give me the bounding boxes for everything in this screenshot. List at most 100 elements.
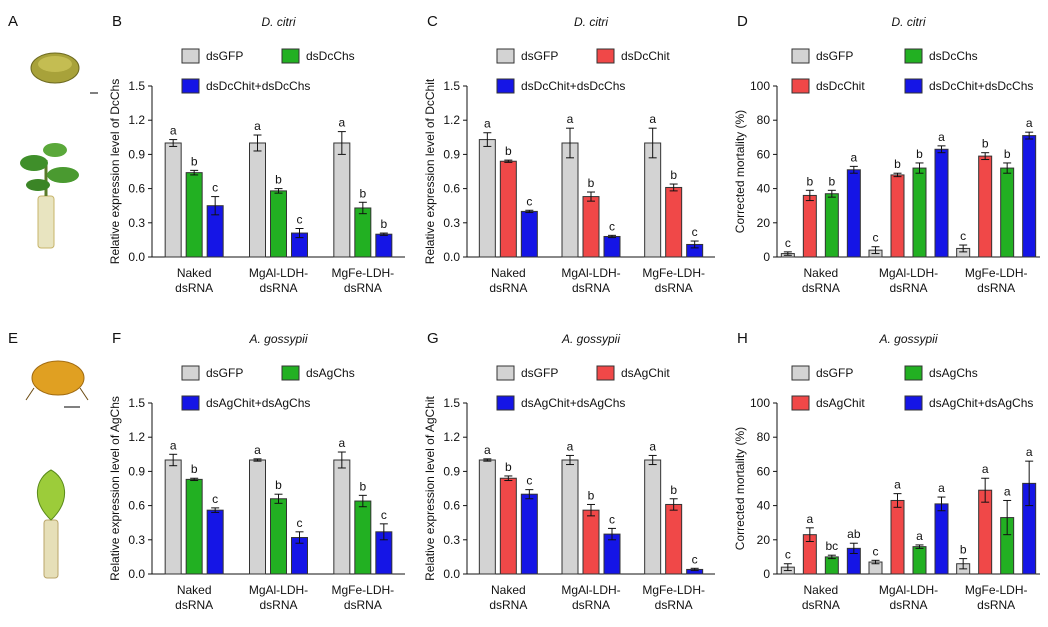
x-tick-label-line: MgAl-LDH- (249, 583, 308, 597)
error-bar (587, 503, 595, 517)
legend-label: dsGFP (521, 366, 558, 380)
bar (499, 160, 517, 258)
legend-label: dsAgChs (306, 366, 355, 380)
legend-swatch (596, 365, 615, 381)
x-tick-label: Naked dsRNA (802, 583, 840, 612)
legend-label: dsAgChit (816, 396, 865, 410)
panel-label: D (737, 13, 748, 30)
significance-letter: a (916, 529, 923, 543)
bar (185, 478, 203, 575)
error-bar (295, 531, 304, 544)
y-tick-label: 0 (763, 567, 770, 581)
bar (354, 207, 372, 258)
legend-label: dsGFP (816, 49, 853, 63)
bar (164, 142, 182, 258)
aphid-image (25, 360, 89, 408)
legend-swatch (281, 365, 300, 381)
legend-swatch (496, 365, 515, 381)
x-tick-label-line: MgAl-LDH- (561, 266, 620, 280)
error-bar (253, 458, 262, 462)
y-tick-label: 0.0 (128, 567, 145, 581)
significance-letter: c (381, 508, 387, 522)
bar (478, 459, 496, 575)
significance-letter: bc (825, 539, 838, 553)
panel-label: C (427, 13, 438, 30)
x-tick-label-line: dsRNA (977, 281, 1015, 295)
significance-letter: a (484, 117, 491, 131)
x-tick-label: MgAl-LDH-dsRNA (879, 583, 938, 612)
error-bar (669, 498, 678, 511)
x-tick-label-line: dsRNA (655, 281, 693, 295)
significance-letter: a (567, 112, 574, 126)
y-tick-label: 1.2 (128, 430, 145, 444)
bar (520, 210, 538, 258)
bar (354, 500, 372, 575)
bar (478, 139, 496, 258)
bar (520, 493, 538, 575)
legend-swatch (791, 395, 810, 411)
x-tick-label-line: MgFe-LDH- (642, 583, 705, 597)
bar (934, 503, 949, 575)
legend-label: dsAgChs (929, 366, 978, 380)
bar (912, 167, 927, 258)
bar (582, 509, 600, 575)
error-bar (915, 544, 924, 549)
x-tick-label-line: dsRNA (259, 281, 297, 295)
legend-label: dsDcChit+dsDcChs (206, 79, 310, 93)
error-bar (648, 454, 657, 466)
error-bar (587, 191, 595, 202)
error-bar (648, 127, 657, 159)
bar (890, 174, 905, 258)
x-tick-label-line: dsRNA (655, 598, 693, 612)
legend-swatch (281, 48, 300, 64)
panel-label: B (112, 13, 122, 30)
significance-letter: ab (847, 527, 861, 541)
x-tick-label: MgAl-LDH-dsRNA (249, 266, 308, 295)
error-bar (211, 507, 220, 513)
significance-letter: a (254, 443, 261, 457)
significance-letter: b (359, 186, 366, 200)
y-tick-label: 1.2 (443, 430, 460, 444)
y-tick-label: 20 (757, 533, 771, 547)
legend-swatch (596, 48, 615, 64)
bar (375, 233, 393, 258)
significance-letter: b (505, 460, 512, 474)
x-tick-label: MgAl-LDH-dsRNA (561, 266, 620, 295)
error-bar (783, 563, 792, 572)
chart-title: D. citri (892, 15, 926, 29)
bar (206, 509, 224, 575)
error-bar (211, 196, 220, 216)
significance-letter: b (960, 543, 967, 557)
x-tick-label: Naked dsRNA (489, 583, 527, 612)
y-tick-label: 100 (750, 396, 770, 410)
bar (185, 172, 203, 258)
significance-letter: a (170, 124, 177, 138)
significance-letter: b (275, 478, 282, 492)
significance-letter: c (873, 544, 879, 558)
y-tick-label: 0 (763, 250, 770, 264)
significance-letter: a (567, 439, 574, 453)
legend-label: dsDcChs (306, 49, 355, 63)
significance-letter: a (649, 112, 656, 126)
x-tick-label-line: Naked (803, 266, 838, 280)
significance-letter: a (894, 478, 901, 492)
error-bar (805, 189, 814, 202)
x-tick-label-line: dsRNA (489, 598, 527, 612)
error-bar (295, 228, 304, 239)
error-bar (483, 132, 492, 147)
error-bar (274, 188, 283, 194)
legend-label: dsGFP (206, 49, 243, 63)
y-tick-label: 60 (757, 464, 771, 478)
significance-letter: c (692, 552, 698, 566)
y-tick-label: 0.9 (443, 464, 460, 478)
significance-letter: b (670, 483, 677, 497)
x-tick-label: MgFe-LDH-dsRNA (965, 266, 1028, 295)
x-tick-label-line: Naked (177, 583, 212, 597)
error-bar (169, 139, 178, 147)
error-bar (253, 134, 262, 152)
x-tick-label: Naked dsRNA (175, 266, 213, 295)
error-bar (827, 189, 836, 198)
bar (665, 186, 683, 258)
significance-letter: b (588, 176, 595, 190)
legend-swatch (181, 395, 200, 411)
